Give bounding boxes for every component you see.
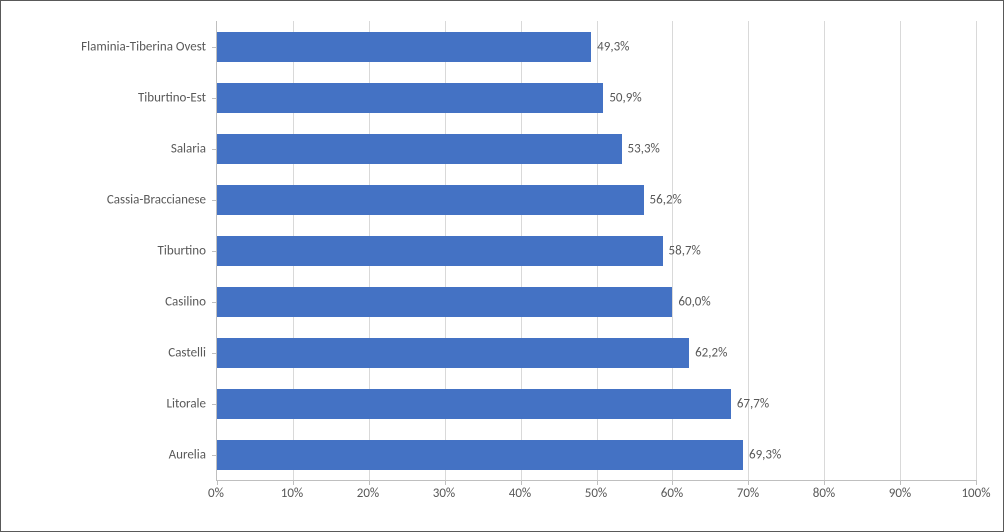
bar-row: 49,3% [217, 32, 976, 62]
x-tick [369, 480, 370, 485]
x-tick [445, 480, 446, 485]
bar: 49,3% [217, 32, 591, 62]
bar-value-label: 67,7% [737, 397, 769, 412]
bars: 49,3% 50,9% 53,3% 56,2% 58,7% 60,0% 62,2% 67,7%… [217, 21, 976, 480]
bar-value-label: 49,3% [597, 39, 629, 54]
bar-row: 67,7% [217, 389, 976, 419]
bar-value-label: 60,0% [678, 295, 710, 310]
x-axis-label: 10% [281, 486, 303, 501]
x-axis-label: 90% [889, 486, 911, 501]
y-axis-label: Salaria [171, 141, 206, 156]
bar: 62,2% [217, 338, 689, 368]
y-axis-label: Flaminia-Tiberina Ovest [81, 39, 206, 54]
y-axis-label: Litorale [167, 397, 206, 412]
y-axis-label: Aurelia [169, 448, 206, 463]
x-tick [672, 480, 673, 485]
bar-row: 62,2% [217, 338, 976, 368]
x-tick [217, 480, 218, 485]
bar: 58,7% [217, 236, 663, 266]
bar-row: 53,3% [217, 134, 976, 164]
x-axis-label: 20% [357, 486, 379, 501]
bar: 53,3% [217, 134, 622, 164]
x-axis-label: 70% [737, 486, 759, 501]
bar-row: 56,2% [217, 185, 976, 215]
bar-value-label: 62,2% [695, 346, 727, 361]
bar-value-label: 50,9% [609, 90, 641, 105]
bar-row: 60,0% [217, 287, 976, 317]
x-axis-label: 30% [433, 486, 455, 501]
bar-value-label: 58,7% [669, 244, 701, 259]
x-axis-label: 100% [961, 486, 990, 501]
bar-row: 58,7% [217, 236, 976, 266]
x-tick [748, 480, 749, 485]
x-tick [824, 480, 825, 485]
bar-value-label: 69,3% [749, 448, 781, 463]
y-axis-label: Tiburtino-Est [138, 90, 206, 105]
x-axis-label: 80% [813, 486, 835, 501]
x-axis-label: 40% [509, 486, 531, 501]
bar: 56,2% [217, 185, 644, 215]
bar-row: 50,9% [217, 83, 976, 113]
x-axis-label: 50% [585, 486, 607, 501]
x-tick [293, 480, 294, 485]
horizontal-bar-chart: 49,3% 50,9% 53,3% 56,2% 58,7% 60,0% 62,2% 67,7%… [0, 0, 1004, 532]
y-axis-label: Cassia-Braccianese [107, 192, 206, 207]
y-axis-label: Casilino [165, 295, 206, 310]
x-tick [597, 480, 598, 485]
y-axis-label: Tiburtino [158, 244, 206, 259]
bar: 60,0% [217, 287, 672, 317]
x-axis-label: 0% [208, 486, 224, 501]
x-tick [900, 480, 901, 485]
gridline [976, 21, 977, 480]
x-tick [521, 480, 522, 485]
bar-value-label: 53,3% [628, 141, 660, 156]
x-axis-labels: 0%10%20%30%40%50%60%70%80%90%100% [216, 486, 976, 516]
y-axis-labels: Flaminia-Tiberina Ovest Tiburtino-Est Sala… [1, 21, 206, 481]
bar: 67,7% [217, 389, 731, 419]
plot-area: 49,3% 50,9% 53,3% 56,2% 58,7% 60,0% 62,2% 67,7%… [216, 21, 976, 481]
x-axis-label: 60% [661, 486, 683, 501]
bar: 50,9% [217, 83, 603, 113]
bar-row: 69,3% [217, 440, 976, 470]
bar: 69,3% [217, 440, 743, 470]
y-axis-label: Castelli [168, 346, 206, 361]
x-tick [976, 480, 977, 485]
bar-value-label: 56,2% [650, 192, 682, 207]
